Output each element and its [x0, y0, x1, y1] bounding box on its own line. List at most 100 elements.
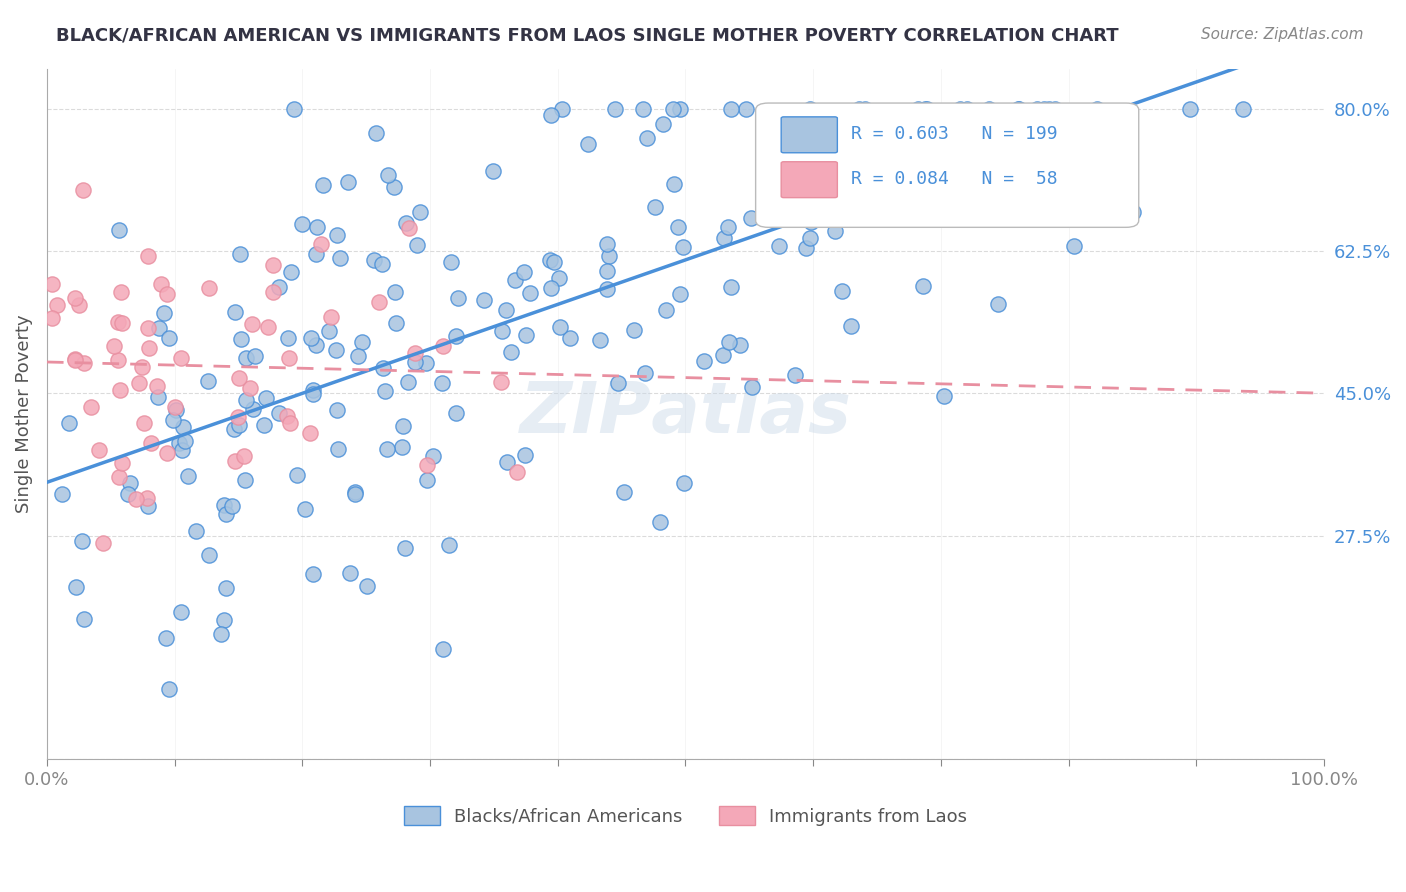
Blacks/African Americans — [853, 102, 876, 116]
Immigrants from Laos — [91, 536, 114, 550]
Blacks/African Americans — [283, 102, 305, 116]
Blacks/African Americans — [513, 448, 536, 462]
Blacks/African Americans — [950, 153, 973, 168]
Blacks/African Americans — [1033, 102, 1056, 116]
Immigrants from Laos — [110, 285, 132, 299]
Blacks/African Americans — [325, 343, 347, 358]
Blacks/African Americans — [108, 223, 131, 237]
Blacks/African Americans — [1085, 102, 1108, 116]
Blacks/African Americans — [277, 331, 299, 345]
Blacks/African Americans — [799, 231, 821, 245]
Blacks/African Americans — [215, 581, 238, 595]
Immigrants from Laos — [110, 316, 132, 330]
Blacks/African Americans — [1232, 102, 1254, 116]
Blacks/African Americans — [120, 476, 142, 491]
Immigrants from Laos — [321, 310, 343, 324]
Blacks/African Americans — [356, 579, 378, 593]
FancyBboxPatch shape — [782, 117, 838, 153]
Immigrants from Laos — [299, 426, 322, 441]
Blacks/African Americans — [496, 455, 519, 469]
Blacks/African Americans — [294, 501, 316, 516]
Blacks/African Americans — [267, 406, 290, 420]
Blacks/African Americans — [513, 265, 536, 279]
Blacks/African Americans — [326, 442, 349, 456]
Immigrants from Laos — [262, 285, 284, 299]
Blacks/African Americans — [794, 112, 817, 127]
Blacks/African Americans — [756, 180, 779, 194]
Immigrants from Laos — [146, 379, 169, 393]
Y-axis label: Single Mother Poverty: Single Mother Poverty — [15, 315, 32, 513]
Immigrants from Laos — [224, 453, 246, 467]
Blacks/African Americans — [634, 366, 657, 380]
Blacks/African Americans — [596, 264, 619, 278]
Blacks/African Americans — [396, 376, 419, 390]
Blacks/African Americans — [432, 641, 454, 656]
Blacks/African Americans — [672, 240, 695, 254]
Blacks/African Americans — [221, 500, 243, 514]
Blacks/African Americans — [228, 418, 250, 433]
Blacks/African Americans — [908, 178, 931, 192]
Blacks/African Americans — [117, 487, 139, 501]
Blacks/African Americans — [177, 469, 200, 483]
Immigrants from Laos — [256, 319, 278, 334]
Blacks/African Americans — [734, 102, 756, 116]
Blacks/African Americans — [209, 627, 232, 641]
Blacks/African Americans — [755, 144, 778, 158]
Blacks/African Americans — [235, 351, 257, 365]
Blacks/African Americans — [231, 332, 253, 346]
Blacks/African Americans — [406, 238, 429, 252]
Immigrants from Laos — [108, 469, 131, 483]
Blacks/African Americans — [669, 102, 692, 116]
Blacks/African Americans — [920, 193, 942, 207]
Immigrants from Laos — [277, 351, 299, 365]
Blacks/African Americans — [224, 305, 246, 319]
Immigrants from Laos — [41, 310, 63, 325]
Immigrants from Laos — [63, 351, 86, 366]
Blacks/African Americans — [371, 257, 394, 271]
Immigrants from Laos — [309, 236, 332, 251]
Blacks/African Americans — [254, 391, 277, 405]
Blacks/African Americans — [890, 189, 912, 203]
Blacks/African Americans — [740, 211, 762, 226]
Immigrants from Laos — [156, 286, 179, 301]
Blacks/African Americans — [385, 316, 408, 330]
Blacks/African Americans — [233, 473, 256, 487]
Immigrants from Laos — [89, 442, 111, 457]
Blacks/African Americans — [633, 102, 655, 116]
Blacks/African Americans — [229, 247, 252, 261]
Blacks/African Americans — [214, 507, 236, 521]
Immigrants from Laos — [262, 258, 284, 272]
Blacks/African Americans — [956, 102, 979, 116]
Blacks/African Americans — [170, 442, 193, 457]
Blacks/African Americans — [841, 319, 863, 334]
Blacks/African Americans — [834, 163, 856, 178]
Immigrants from Laos — [65, 291, 87, 305]
Blacks/African Americans — [741, 380, 763, 394]
Blacks/African Americans — [848, 102, 870, 116]
Blacks/African Americans — [352, 334, 374, 349]
Immigrants from Laos — [134, 416, 156, 430]
Blacks/African Americans — [157, 681, 180, 696]
Blacks/African Americans — [1056, 139, 1078, 153]
Immigrants from Laos — [432, 339, 454, 353]
Blacks/African Americans — [720, 102, 742, 116]
Immigrants from Laos — [108, 383, 131, 397]
FancyBboxPatch shape — [755, 103, 1139, 227]
Immigrants from Laos — [107, 352, 129, 367]
Blacks/African Americans — [155, 631, 177, 645]
Blacks/African Americans — [713, 231, 735, 245]
Blacks/African Americans — [267, 280, 290, 294]
Immigrants from Laos — [125, 492, 148, 507]
Blacks/African Americans — [170, 606, 193, 620]
Blacks/African Americans — [167, 435, 190, 450]
Immigrants from Laos — [150, 277, 173, 291]
Text: Source: ZipAtlas.com: Source: ZipAtlas.com — [1201, 27, 1364, 42]
Blacks/African Americans — [395, 216, 418, 230]
Blacks/African Americans — [987, 297, 1010, 311]
Blacks/African Americans — [65, 580, 87, 594]
Blacks/African Americans — [197, 374, 219, 388]
Blacks/African Americans — [391, 440, 413, 454]
Blacks/African Americans — [394, 541, 416, 555]
Blacks/African Americans — [212, 499, 235, 513]
FancyBboxPatch shape — [782, 161, 838, 198]
